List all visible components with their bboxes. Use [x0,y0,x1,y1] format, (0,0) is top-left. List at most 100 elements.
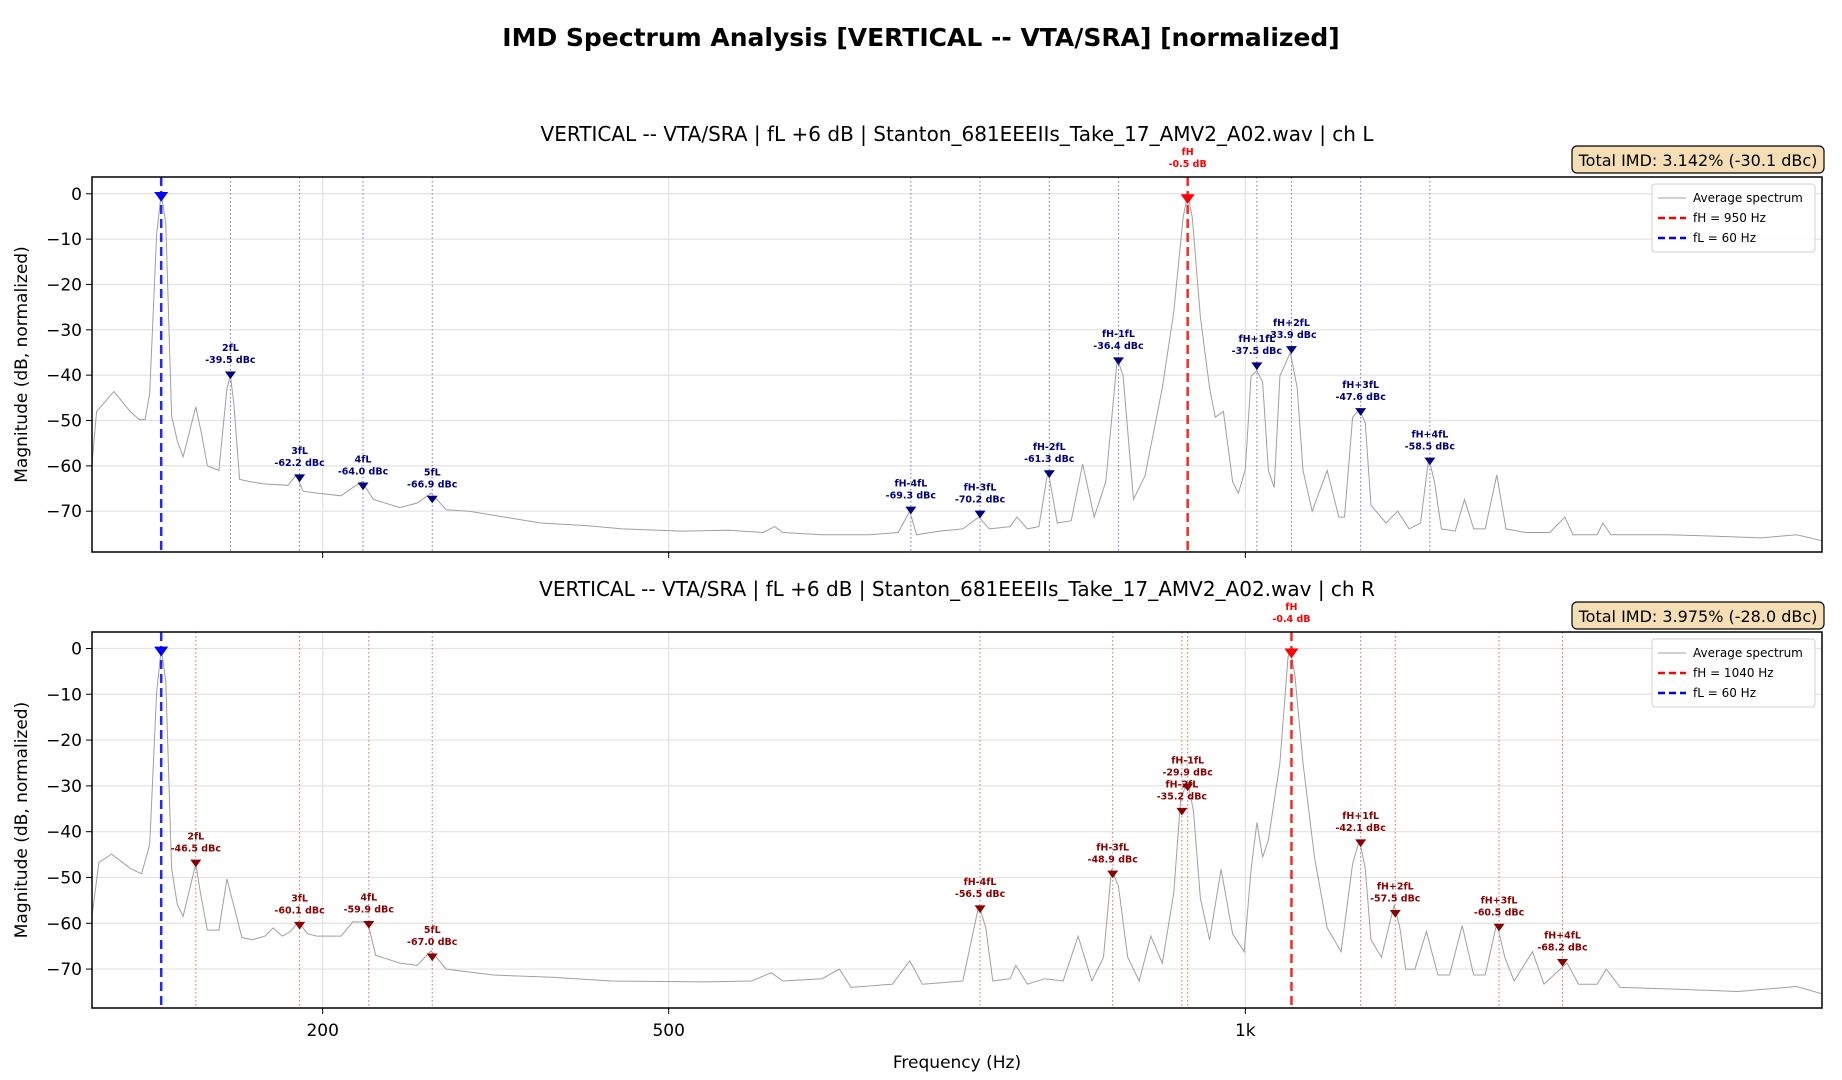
y-tick-label: −30 [46,321,82,341]
sideband-marker-value: -66.9 dBc [407,479,457,490]
sideband-marker-value: -29.9 dBc [1162,767,1212,778]
legend-entry: fL = 60 Hz [1693,686,1756,700]
sideband-marker-triangle [190,859,202,868]
sideband-marker-triangle [1251,362,1263,371]
sideband-marker-label: 5fL [424,467,441,478]
legend-entry: fH = 1040 Hz [1693,666,1774,680]
fh-marker-label: fH [1285,602,1297,613]
sideband-marker-label: 2fL [187,831,204,842]
y-tick-label: −60 [46,457,82,477]
axes-frame [91,176,1823,553]
sideband-marker-label: fH-4fL [964,877,997,888]
sideband-marker-label: fH+4fL [1411,429,1448,440]
average-spectrum-line [91,193,1823,542]
total-imd-text: Total IMD: 3.975% (-28.0 dBc) [1578,607,1818,626]
sideband-marker-value: -57.5 dBc [1370,894,1420,905]
y-tick-label: −70 [46,502,82,522]
y-tick-label: −10 [46,230,82,250]
sideband-marker-triangle [1107,870,1119,879]
sideband-marker-triangle [294,921,306,930]
fh-marker-value: -0.4 dB [1272,614,1310,625]
sideband-marker-label: 4fL [355,454,372,465]
sideband-marker-label: fH+3fL [1342,380,1379,391]
sideband-marker-triangle [426,495,438,504]
fl-marker-triangle [154,191,169,202]
sideband-marker-triangle [905,506,917,515]
sideband-marker-value: -47.6 dBc [1335,392,1385,403]
sideband-marker-label: fH+1fL [1342,811,1379,822]
y-tick-label: −50 [46,412,82,432]
sideband-marker-value: -36.4 dBc [1093,341,1143,352]
y-tick-label: −60 [46,914,82,934]
sideband-marker-triangle [1355,839,1367,848]
sideband-marker-value: -48.9 dBc [1088,854,1138,865]
sideband-marker-label: 3fL [291,446,308,457]
y-axis-label: Magnitude (dB, normalized) [12,246,32,482]
average-spectrum-line [91,648,1823,995]
sideband-marker-value: -59.9 dBc [344,905,394,916]
y-tick-label: −40 [46,823,82,843]
fh-marker-value: -0.5 dB [1169,159,1207,170]
sideband-marker-label: 5fL [424,925,441,936]
sideband-marker-value: -67.0 dBc [407,937,457,948]
sideband-marker-triangle [294,474,306,483]
panel-title: VERTICAL -- VTA/SRA | fL +6 dB | Stanton… [539,577,1375,601]
sideband-marker-value: -35.2 dBc [1157,792,1207,803]
x-axis-label: Frequency (Hz) [893,1053,1021,1073]
sideband-marker-label: fH+3fL [1481,895,1518,906]
sideband-marker-value: -39.5 dBc [205,355,255,366]
sideband-marker-label: 3fL [291,894,308,905]
sideband-marker-value: -46.5 dBc [171,843,221,854]
sideband-marker-value: -58.5 dBc [1405,441,1455,452]
sideband-marker-value: -62.2 dBc [274,458,324,469]
panel-title: VERTICAL -- VTA/SRA | fL +6 dB | Stanton… [541,122,1375,146]
sideband-marker-value: -69.3 dBc [886,490,936,501]
sideband-marker-label: fH+1fL [1238,334,1275,345]
y-tick-label: −70 [46,960,82,980]
sideband-marker-triangle [224,371,236,380]
top-panel-ch-l: VERTICAL -- VTA/SRA | fL +6 dB | Stanton… [12,122,1825,558]
y-tick-label: −10 [46,685,82,705]
sideband-marker-triangle [1285,346,1297,354]
sideband-marker-label: 4fL [360,893,377,904]
x-tick-label: 200 [306,1021,338,1041]
total-imd-text: Total IMD: 3.142% (-30.1 dBc) [1578,151,1818,170]
sideband-marker-label: 2fL [222,343,239,354]
x-tick-label: 1k [1235,1021,1256,1041]
y-tick-label: −20 [46,731,82,751]
sideband-marker-label: fH-3fL [1096,842,1129,853]
sideband-marker-label: fH+2fL [1377,882,1414,893]
sideband-marker-triangle [1355,408,1367,416]
sideband-marker-label: fH-1fL [1102,329,1135,340]
y-axis-label: Magnitude (dB, normalized) [12,702,32,938]
fl-marker-triangle [154,646,169,657]
sideband-marker-label: fH+2fL [1273,318,1310,329]
y-tick-label: 0 [71,185,82,205]
sideband-marker-triangle [1176,807,1188,816]
sideband-marker-triangle [1389,909,1401,918]
sideband-marker-value: -37.5 dBc [1232,346,1282,357]
total-imd-box [1571,145,1825,174]
fh-marker-triangle [1284,648,1299,659]
y-tick-label: −50 [46,868,82,888]
sideband-marker-label: fH+4fL [1544,931,1581,942]
sideband-marker-triangle [1112,357,1124,366]
legend-entry: fH = 950 Hz [1693,211,1766,225]
sideband-marker-value: -61.3 dBc [1024,454,1074,465]
y-tick-label: −40 [46,366,82,386]
sideband-marker-value: -33.9 dBc [1266,330,1316,341]
sideband-marker-triangle [357,482,369,491]
sideband-marker-triangle [1493,923,1505,932]
sideband-marker-value: -42.1 dBc [1335,823,1385,834]
y-tick-label: −30 [46,777,82,797]
sideband-marker-triangle [363,920,375,929]
sideband-marker-value: -70.2 dBc [955,494,1005,505]
y-tick-label: 0 [71,639,82,659]
total-imd-box [1571,601,1825,630]
sideband-marker-label: fH-3fL [964,482,997,493]
sideband-marker-label: fH-2fL [1033,442,1066,453]
sideband-marker-triangle [974,905,986,914]
sideband-marker-value: -60.1 dBc [274,906,324,917]
sideband-marker-triangle [1557,958,1568,967]
